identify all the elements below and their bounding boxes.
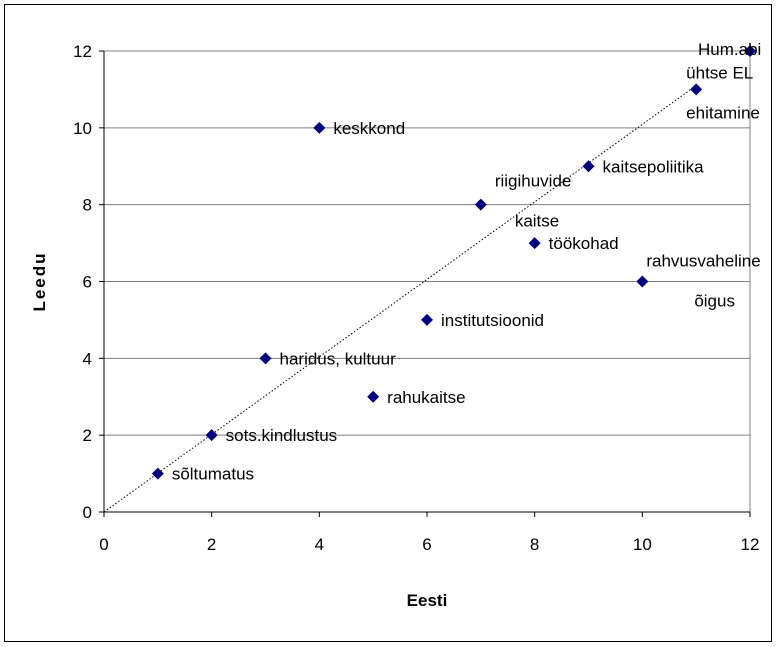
data-point-0	[151, 467, 164, 480]
x-tick-label-4: 8	[530, 535, 539, 554]
data-label-0: sõltumatus	[172, 465, 254, 484]
data-point-5	[421, 313, 433, 326]
x-tick-label-0: 0	[99, 535, 108, 554]
data-label-7-line-0: töökohad	[549, 234, 619, 253]
data-label-11-line-0: Hum.abi	[698, 40, 761, 59]
data-label-0-line-0: sõltumatus	[172, 465, 254, 484]
x-tick-label-1: 2	[207, 535, 216, 554]
data-label-7: töökohad	[549, 234, 619, 253]
x-tick-label-5: 10	[633, 535, 652, 554]
x-tick-label-3: 6	[422, 535, 431, 554]
data-label-11: Hum.abi	[698, 40, 761, 59]
data-point-7	[528, 237, 541, 250]
data-label-5: institutsioonid	[441, 311, 544, 330]
data-label-10: ühtse EL ehitamine	[686, 63, 760, 122]
y-tick-label-6: 12	[73, 42, 92, 61]
y-tick-label-0: 0	[83, 503, 92, 522]
data-label-2-line-0: haridus, kultuur	[280, 349, 397, 368]
data-label-5-line-0: institutsioonid	[441, 311, 544, 330]
data-label-1: sots.kindlustus	[226, 426, 338, 445]
data-point-9	[636, 275, 649, 288]
data-label-6-line-0: riigihuvide	[495, 172, 572, 191]
y-tick-label-4: 8	[83, 196, 92, 215]
y-tick-label-1: 2	[83, 426, 92, 445]
y-tick-label-2: 4	[83, 349, 92, 368]
data-label-3: keskkond	[333, 119, 405, 138]
data-point-4	[367, 390, 380, 403]
data-label-8-line-0: kaitsepoliitika	[603, 157, 705, 176]
x-tick-label-6: 12	[741, 535, 760, 554]
data-point-10	[690, 83, 703, 96]
y-axis-title: Leedu	[30, 251, 49, 311]
x-tick-label-2: 4	[315, 535, 324, 554]
data-label-4: rahukaitse	[387, 388, 465, 407]
data-label-4-line-0: rahukaitse	[387, 388, 465, 407]
data-point-8	[582, 160, 595, 173]
data-label-9-line-1: õigus	[694, 292, 735, 311]
y-tick-label-5: 10	[73, 119, 92, 138]
data-label-6-line-1: kaitse	[515, 212, 559, 231]
data-label-6: riigihuvide kaitse	[495, 172, 572, 231]
data-label-9-line-0: rahvusvaheline	[646, 252, 760, 271]
data-point-2	[259, 352, 272, 365]
data-point-3	[313, 121, 326, 134]
data-label-1-line-0: sots.kindlustus	[226, 426, 338, 445]
chart-frame	[4, 4, 772, 642]
data-point-11	[744, 45, 756, 57]
y-tick-label-3: 6	[83, 273, 92, 292]
data-label-3-line-0: keskkond	[333, 119, 405, 138]
data-label-10-line-0: ühtse EL	[686, 63, 753, 82]
data-label-2: haridus, kultuur	[280, 349, 397, 368]
x-axis-title: Eesti	[407, 591, 448, 610]
data-label-9: rahvusvaheline õigus	[646, 252, 760, 311]
trendline	[103, 85, 697, 513]
data-point-6	[474, 198, 487, 211]
data-label-8: kaitsepoliitika	[603, 157, 705, 176]
data-point-1	[205, 429, 218, 442]
data-label-10-line-1: ehitamine	[686, 103, 760, 122]
